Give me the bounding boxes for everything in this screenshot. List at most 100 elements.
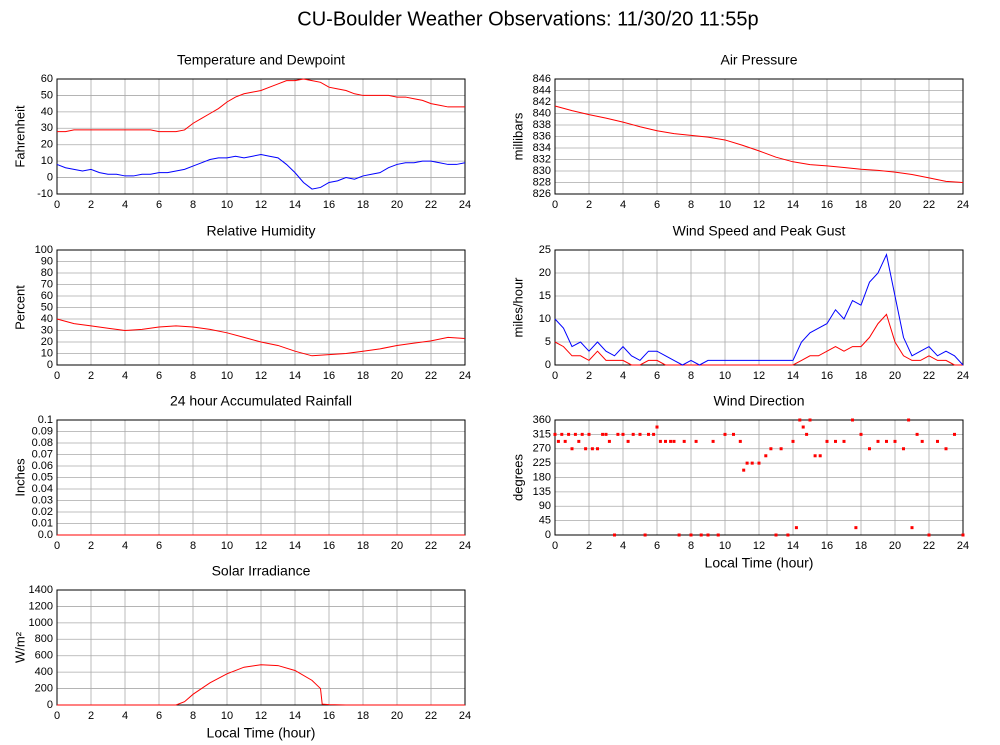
- x-tick-label: 16: [323, 199, 335, 211]
- data-point: [604, 432, 608, 436]
- data-point: [738, 439, 742, 443]
- x-tick-label: 12: [255, 370, 267, 382]
- data-point: [570, 447, 574, 451]
- data-point: [851, 418, 854, 422]
- x-tick-label: 18: [855, 199, 867, 211]
- data-point: [706, 533, 710, 537]
- y-tick-label: 20: [41, 336, 53, 348]
- data-point: [868, 447, 871, 451]
- y-tick-label: 844: [533, 84, 551, 96]
- x-tick-label: 22: [923, 370, 935, 382]
- y-tick-label: 20: [41, 139, 53, 151]
- y-tick-label: 50: [41, 89, 53, 101]
- y-tick-label: 270: [533, 443, 551, 455]
- data-point: [801, 425, 805, 429]
- x-tick-label: 22: [425, 370, 437, 382]
- x-tick-label: 24: [459, 370, 471, 382]
- x-tick-label: 0: [54, 199, 60, 211]
- y-tick-label: 1200: [29, 600, 53, 612]
- x-tick-label: 12: [753, 370, 765, 382]
- data-line: [57, 664, 465, 706]
- y-tick-label: 0: [545, 529, 551, 541]
- x-tick-label: 4: [122, 370, 128, 382]
- data-line: [554, 253, 964, 366]
- data-point: [764, 454, 768, 458]
- x-tick-label: 2: [586, 370, 592, 382]
- x-tick-label: 18: [357, 370, 369, 382]
- y-tick-label: 200: [35, 682, 53, 694]
- x-tick-label: 8: [688, 370, 694, 382]
- data-point: [577, 439, 581, 443]
- y-tick-label: 315: [533, 428, 551, 440]
- y-tick-label: 5: [545, 336, 551, 348]
- data-point: [907, 418, 911, 422]
- data-point: [944, 447, 948, 451]
- data-line: [56, 154, 466, 190]
- data-point: [794, 526, 798, 530]
- x-tick-label: 16: [323, 540, 335, 552]
- data-point: [587, 432, 591, 436]
- data-point: [818, 454, 822, 458]
- y-tick-label: 828: [533, 176, 551, 188]
- data-point: [798, 418, 802, 422]
- chart-title: Relative Humidity: [207, 223, 316, 239]
- data-point: [774, 533, 778, 537]
- y-tick-label: 836: [533, 130, 551, 142]
- x-tick-label: 6: [654, 540, 660, 552]
- y-tick-label: 15: [539, 290, 551, 302]
- x-tick-label: 12: [255, 540, 267, 552]
- y-tick-label: 0: [545, 359, 551, 371]
- x-tick-label: 0: [552, 540, 558, 552]
- x-tick-label: 16: [821, 540, 833, 552]
- y-axis-label: Fahrenheit: [12, 105, 27, 168]
- x-tick-label: 20: [391, 540, 403, 552]
- y-tick-label: 30: [41, 122, 53, 134]
- x-axis-label: Local Time (hour): [705, 555, 814, 571]
- x-tick-label: 20: [889, 540, 901, 552]
- x-tick-label: 10: [221, 710, 233, 722]
- x-tick-label: 6: [654, 370, 660, 382]
- data-point: [638, 432, 642, 436]
- data-point: [596, 447, 599, 451]
- x-tick-label: 0: [54, 540, 60, 552]
- x-tick-label: 14: [289, 370, 301, 382]
- data-point: [953, 432, 956, 436]
- data-point: [711, 439, 715, 443]
- y-tick-label: 400: [35, 666, 53, 678]
- y-tick-label: 800: [35, 633, 53, 645]
- plot-frame: [554, 419, 964, 536]
- data-point: [757, 461, 761, 465]
- chart-title: 24 hour Accumulated Rainfall: [170, 393, 352, 409]
- y-tick-label: 80: [41, 267, 53, 279]
- x-tick-label: 20: [391, 710, 403, 722]
- x-tick-label: 4: [620, 540, 626, 552]
- y-tick-label: 90: [41, 255, 53, 267]
- x-tick-label: 4: [620, 199, 626, 211]
- x-tick-label: 14: [289, 710, 301, 722]
- data-point: [769, 447, 773, 451]
- y-tick-label: 0.0: [38, 529, 53, 541]
- data-point: [672, 439, 676, 443]
- x-tick-label: 24: [957, 540, 969, 552]
- y-tick-label: 100: [35, 244, 53, 256]
- x-tick-label: 14: [289, 540, 301, 552]
- data-point: [689, 533, 693, 537]
- data-point: [842, 439, 846, 443]
- data-point: [677, 533, 681, 537]
- data-point: [643, 533, 647, 537]
- data-point: [732, 432, 735, 436]
- y-axis-label: degrees: [510, 454, 525, 501]
- y-tick-label: 45: [539, 515, 551, 527]
- data-point: [813, 454, 817, 458]
- y-tick-label: -10: [37, 188, 53, 200]
- y-tick-label: 30: [41, 324, 53, 336]
- data-point: [652, 432, 656, 436]
- x-tick-label: 10: [719, 540, 731, 552]
- data-point: [936, 439, 939, 443]
- x-tick-label: 4: [122, 540, 128, 552]
- data-point: [808, 418, 812, 422]
- x-tick-label: 12: [255, 710, 267, 722]
- data-point: [682, 439, 686, 443]
- x-tick-label: 2: [88, 710, 94, 722]
